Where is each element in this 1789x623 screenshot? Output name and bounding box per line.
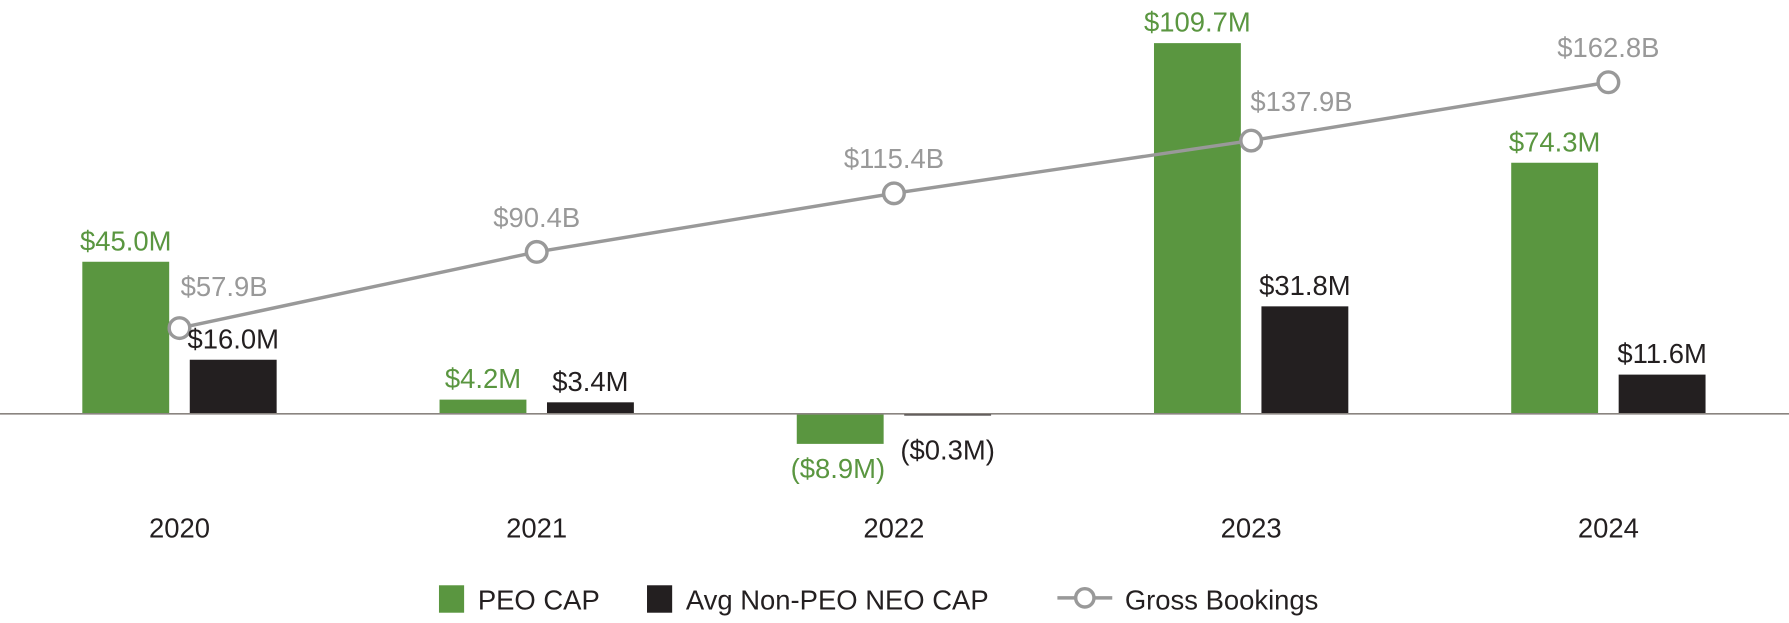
legend-label-peo-cap: PEO CAP <box>478 584 600 615</box>
avg-non-peo-data-label: $11.6M <box>1617 338 1706 369</box>
avg-non-peo-bar <box>546 402 634 414</box>
peo-cap-bar <box>1153 43 1241 414</box>
gross-bookings-data-label: $162.8B <box>1557 32 1659 63</box>
legend-swatch-avg-non-peo <box>647 585 673 613</box>
x-tick-label: 2020 <box>149 512 210 543</box>
legend-label-gross-bookings: Gross Bookings <box>1125 584 1319 615</box>
peo-cap-bar <box>439 399 527 414</box>
avg-non-peo-bar <box>1618 374 1706 414</box>
gross-bookings-data-label: $137.9B <box>1250 86 1352 117</box>
peo-cap-data-label: $45.0M <box>80 225 171 256</box>
avg-non-peo-data-label: ($0.3M) <box>900 435 994 466</box>
gross-bookings-data-label: $57.9B <box>181 271 268 302</box>
peo-cap-data-label: $109.7M <box>1144 7 1251 38</box>
labels-layer: $45.0M $16.0M $4.2M $3.4M ($8.9M) ($0.3M) $109… <box>80 7 1707 484</box>
peo-cap-data-label: $74.3M <box>1509 126 1600 157</box>
x-tick-label: 2024 <box>1578 512 1639 543</box>
x-axis-ticks: 2020 2021 2022 2023 2024 <box>149 512 1639 543</box>
peo-cap-data-label: ($8.9M) <box>791 453 885 484</box>
legend-item-peo-cap[interactable]: PEO CAP <box>438 584 600 615</box>
gross-bookings-point <box>881 181 906 206</box>
avg-non-peo-bar <box>1261 306 1349 414</box>
x-tick-label: 2021 <box>506 512 567 543</box>
gross-bookings-point <box>1596 70 1621 95</box>
bars-layer <box>82 43 1706 444</box>
x-tick-label: 2022 <box>863 512 924 543</box>
legend-marker-gross-bookings <box>1073 586 1096 609</box>
line-layer <box>167 70 1621 341</box>
peo-cap-bar <box>796 413 884 444</box>
peo-cap-bar <box>82 261 170 414</box>
x-tick-label: 2023 <box>1221 512 1282 543</box>
gross-bookings-data-label: $115.4B <box>844 143 944 174</box>
legend-swatch-peo-cap <box>438 585 465 613</box>
gross-bookings-point <box>1239 128 1264 153</box>
gross-bookings-data-label: $90.4B <box>493 202 580 233</box>
avg-non-peo-data-label: $3.4M <box>552 366 628 397</box>
peo-cap-bar <box>1511 162 1599 414</box>
legend: PEO CAP Avg Non-PEO NEO CAP Gross Bookin… <box>438 584 1318 615</box>
gross-bookings-point <box>524 239 549 264</box>
avg-non-peo-data-label: $31.8M <box>1259 270 1350 301</box>
avg-non-peo-bar <box>189 359 277 414</box>
legend-label-avg-non-peo: Avg Non-PEO NEO CAP <box>686 584 989 615</box>
legend-item-gross-bookings[interactable]: Gross Bookings <box>1057 584 1318 615</box>
legend-item-avg-non-peo[interactable]: Avg Non-PEO NEO CAP <box>647 584 989 615</box>
peo-cap-data-label: $4.2M <box>445 363 521 394</box>
gross-bookings-point <box>167 316 192 341</box>
avg-non-peo-data-label: $16.0M <box>187 323 278 354</box>
